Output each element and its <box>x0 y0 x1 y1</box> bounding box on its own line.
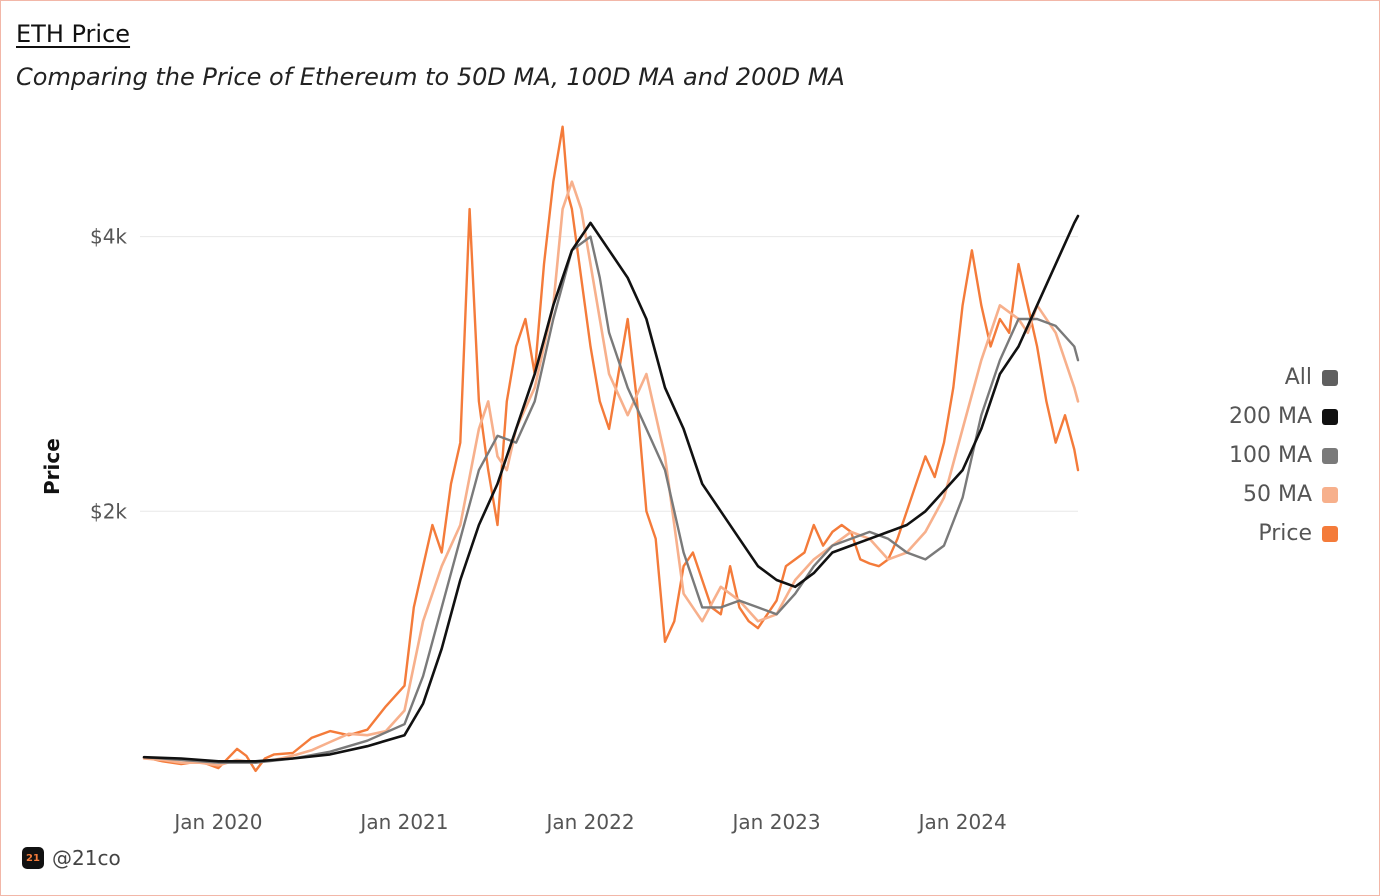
x-tick-label-1: Jan 2021 <box>358 810 448 834</box>
legend-label-all: All <box>1284 365 1312 390</box>
series-line-50-ma <box>142 180 1080 767</box>
footer: 21 @21co <box>22 846 121 870</box>
legend-swatch-all <box>1322 369 1338 386</box>
series-line-200-ma <box>142 214 1080 763</box>
brand-handle[interactable]: @21co <box>52 846 121 870</box>
x-tick-label-4: Jan 2024 <box>917 810 1007 834</box>
legend-item-100-ma[interactable]: 100 MA <box>1229 440 1338 471</box>
legend-item-50-ma[interactable]: 50 MA <box>1243 479 1338 510</box>
chart-subtitle: Comparing the Price of Ethereum to 50D M… <box>16 63 845 91</box>
legend-label-100-ma: 100 MA <box>1228 443 1312 468</box>
legend-item-price[interactable]: Price <box>1258 518 1338 549</box>
series-line-price <box>142 125 1080 773</box>
x-tick-label-2: Jan 2022 <box>544 810 634 834</box>
x-tick-label-3: Jan 2023 <box>731 810 821 834</box>
legend-label-price: Price <box>1258 521 1312 546</box>
legend-label-50-ma: 50 MA <box>1242 482 1312 507</box>
y-tick-label-0: $2k <box>90 499 127 523</box>
legend-item-200-ma[interactable]: 200 MA <box>1229 401 1338 432</box>
series-line-100-ma <box>142 235 1080 764</box>
legend-label-200-ma: 200 MA <box>1228 404 1312 429</box>
legend-swatch-price <box>1322 525 1338 542</box>
legend-swatch-200-ma <box>1322 408 1338 425</box>
y-tick-label-1: $4k <box>90 225 127 249</box>
legend: All 200 MA 100 MA 50 MA Price <box>1229 362 1338 549</box>
legend-swatch-100-ma <box>1322 447 1338 464</box>
x-tick-label-0: Jan 2020 <box>172 810 262 834</box>
legend-item-all[interactable]: All <box>1285 362 1338 393</box>
brand-logo-icon: 21 <box>22 847 44 869</box>
legend-swatch-50-ma <box>1322 486 1338 503</box>
chart-title: ETH Price <box>16 20 131 48</box>
